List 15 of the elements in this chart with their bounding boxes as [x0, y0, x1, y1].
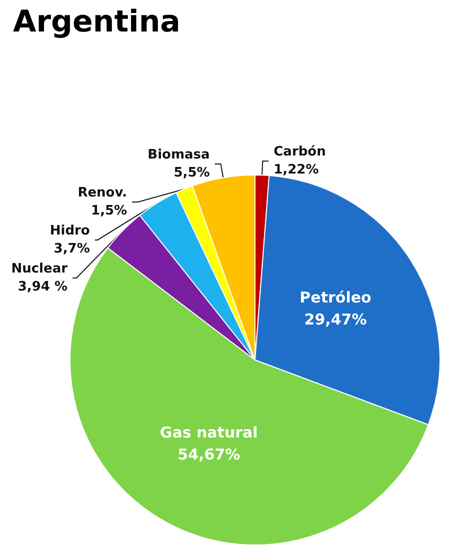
chart-title: Argentina — [13, 4, 180, 40]
data-label: 3,7% — [54, 241, 90, 256]
slice-label: Nuclear — [11, 261, 68, 276]
slice-label: Biomasa — [148, 147, 210, 162]
data-label: 29,47% — [304, 310, 367, 329]
slice-label: Renov. — [78, 185, 128, 200]
slice-label: Hidro — [50, 223, 90, 238]
slice-label: Carbón — [274, 144, 326, 160]
data-label: 3,94 % — [18, 279, 68, 294]
slice-label: Gas natural — [160, 424, 258, 442]
data-label: 5,5% — [174, 165, 210, 180]
slice-label: Petróleo — [300, 288, 372, 307]
data-label: 1,22% — [274, 162, 319, 178]
data-label: 1,5% — [91, 203, 128, 218]
data-label: 54,67% — [178, 446, 240, 464]
